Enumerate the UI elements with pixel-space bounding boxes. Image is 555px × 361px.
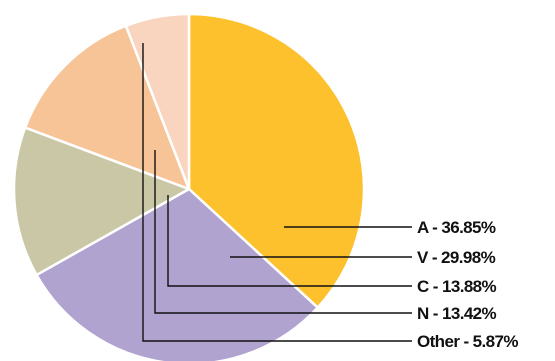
- legend-label-n: N - 13.42%: [417, 304, 497, 323]
- pie-slice-a: [187, 12, 366, 309]
- legend-label-c: C - 13.88%: [417, 277, 497, 296]
- pie-slice-n: [23, 24, 191, 191]
- pie-slice-v: [35, 187, 319, 361]
- legend-labels: A - 36.85% V - 29.98% C - 13.88% N - 13.42%…: [417, 218, 519, 351]
- pie-slice-other: [124, 12, 191, 191]
- leader-line-c: [167, 195, 412, 287]
- legend-label-v: V - 29.98%: [417, 248, 496, 267]
- pie-slice-c: [12, 126, 191, 277]
- leader-line-other: [142, 43, 412, 342]
- legend-label-other: Other - 5.87%: [417, 332, 518, 351]
- leader-line-n: [154, 150, 412, 314]
- legend-label-a: A - 36.85%: [417, 218, 496, 237]
- pie-slices: [12, 12, 366, 361]
- leader-lines: [142, 43, 412, 342]
